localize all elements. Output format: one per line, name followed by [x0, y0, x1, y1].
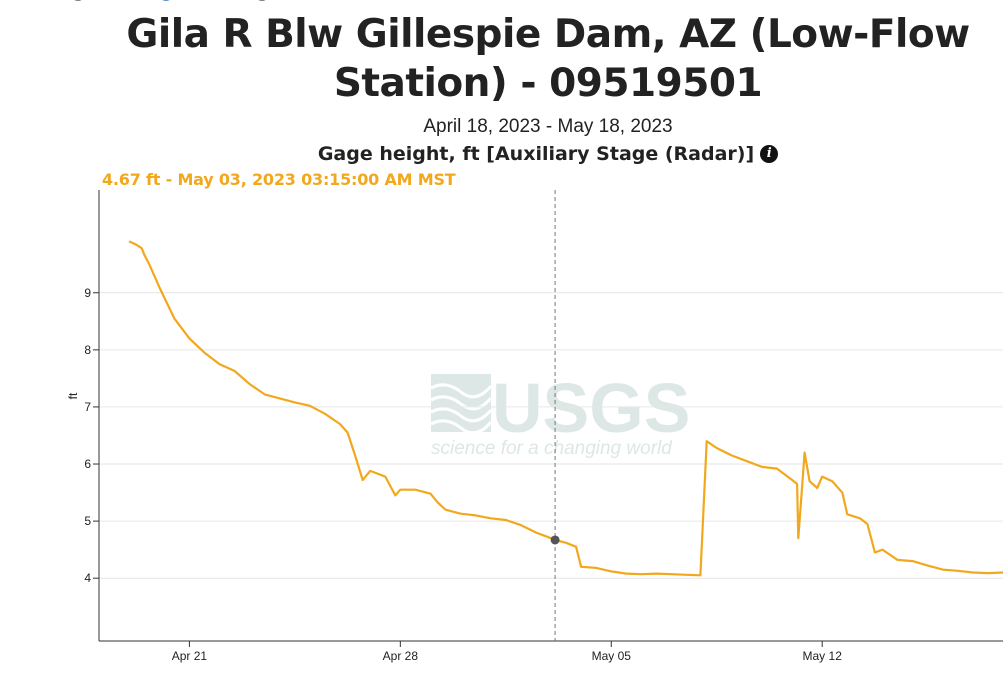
usgs-watermark: USGS science for a changing world	[430, 369, 690, 459]
date-range: April 18, 2023 - May 18, 2023	[423, 116, 673, 137]
title-line-2: Station) - 09519501	[333, 61, 763, 106]
usgs-logo-text: USGS	[492, 369, 690, 447]
y-axis: 4 5 6 7 8 9	[84, 286, 99, 585]
parameter-row: Gage height, ft [Auxiliary Stage (Radar)…	[90, 143, 1003, 165]
y-tick-label: 7	[84, 400, 91, 414]
x-tick-label: May 05	[592, 649, 632, 663]
gage-height-series	[128, 240, 1003, 577]
y-tick-label: 5	[84, 514, 91, 528]
y-tick-label: 6	[84, 457, 91, 471]
page-title: Gila R Blw Gillespie Dam, AZ (Low-Flow S…	[90, 10, 1003, 108]
y-tick-label: 8	[84, 343, 91, 357]
x-axis: Apr 21 Apr 28 May 05 May 12	[172, 641, 842, 663]
cursor-readout: 4.67 ft - May 03, 2023 03:15:00 AM MST	[102, 170, 456, 189]
y-tick-label: 4	[84, 571, 91, 585]
x-tick-label: May 12	[803, 649, 843, 663]
grid-lines	[99, 292, 1003, 579]
y-axis-label: ft	[66, 392, 80, 399]
info-icon[interactable]: i	[760, 145, 779, 163]
cursor-point	[550, 535, 560, 545]
title-line-1: Gila R Blw Gillespie Dam, AZ (Low-Flow	[126, 12, 970, 57]
usgs-tagline: science for a changing world	[431, 438, 673, 459]
x-tick-label: Apr 28	[383, 649, 419, 663]
parameter-label: Gage height, ft [Auxiliary Stage (Radar)…	[317, 143, 755, 165]
y-tick-label: 9	[84, 286, 91, 300]
x-tick-label: Apr 21	[172, 649, 208, 663]
usgs-logo-waves-icon	[430, 374, 493, 435]
